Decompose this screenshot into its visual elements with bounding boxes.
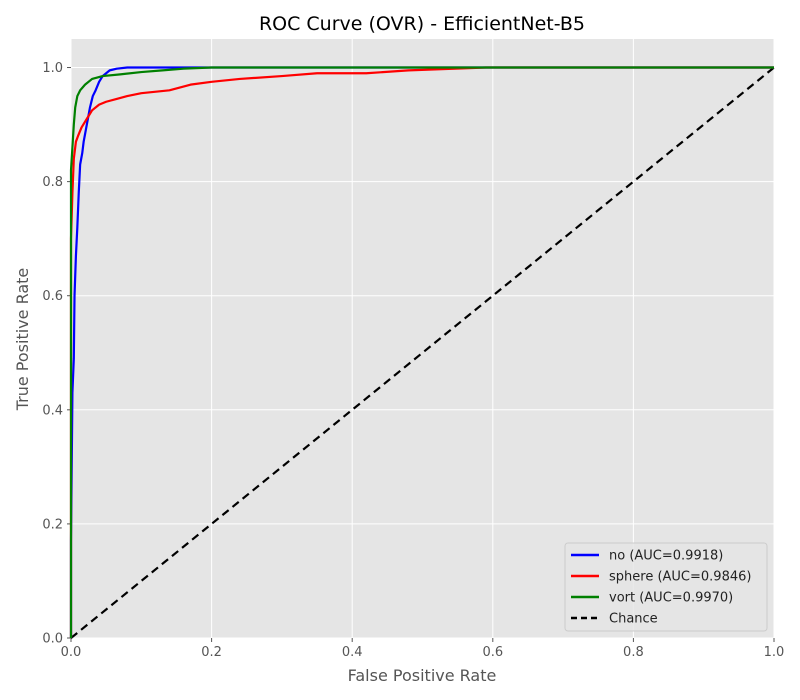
- plot-area: [71, 39, 774, 638]
- legend: no (AUC=0.9918) sphere (AUC=0.9846) vort (…: [564, 542, 768, 632]
- y-axis-label: True Positive Rate: [13, 268, 32, 412]
- x-axis-label: False Positive Rate: [348, 666, 497, 685]
- chart-title: ROC Curve (OVR) - EfficientNet-B5: [259, 13, 585, 35]
- x-tick-label: 1.0: [764, 645, 785, 660]
- legend-label-no: no (AUC=0.9918): [609, 549, 723, 564]
- series-line-sphere: [69, 66, 774, 638]
- y-tick-label: 0.2: [42, 517, 63, 532]
- x-tick-label: 0.6: [482, 645, 503, 660]
- y-tick-label: 0.8: [42, 175, 63, 190]
- series-line-vort: [69, 66, 774, 638]
- y-tick-label: 1.0: [42, 61, 63, 76]
- series-line-chance: [70, 66, 775, 639]
- grid: [70, 39, 775, 639]
- series-line-no: [69, 66, 774, 638]
- x-tick-label: 0.0: [61, 645, 82, 660]
- ticks: 0.0 0.2 0.4 0.6 0.8 1.0 0.0 0.2 0.4 0.6 0.8 1.0: [42, 61, 784, 660]
- x-tick-label: 0.4: [342, 645, 363, 660]
- y-tick-label: 0.6: [42, 289, 63, 304]
- legend-box: [564, 542, 768, 632]
- legend-label-sphere: sphere (AUC=0.9846): [609, 570, 751, 585]
- series-layer: [69, 66, 775, 639]
- y-tick-label: 0.4: [42, 403, 63, 418]
- x-tick-label: 0.8: [623, 645, 644, 660]
- x-tick-label: 0.2: [201, 645, 222, 660]
- legend-label-chance: Chance: [609, 612, 658, 627]
- y-tick-label: 0.0: [42, 632, 63, 647]
- legend-label-vort: vort (AUC=0.9970): [609, 591, 733, 606]
